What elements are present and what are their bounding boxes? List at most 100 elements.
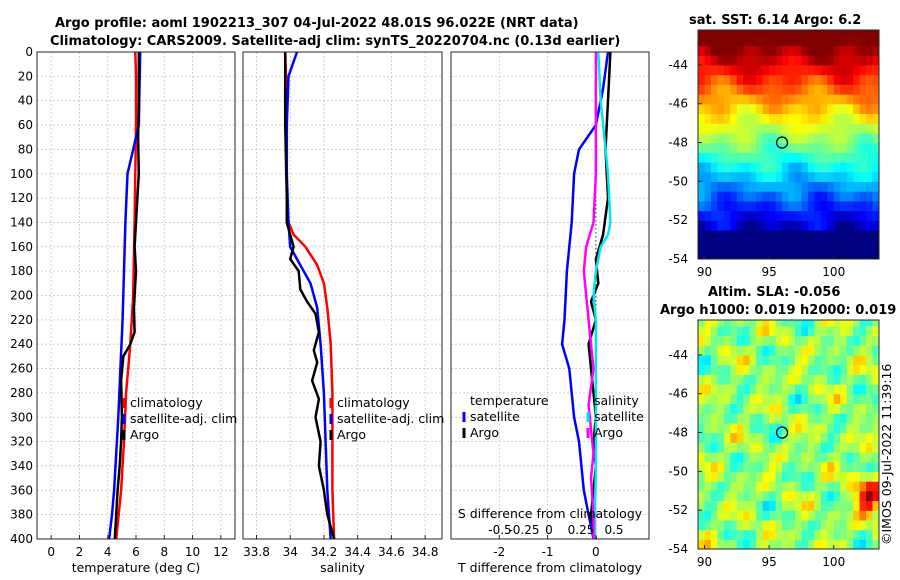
y-tick-label: 280 [10,386,33,400]
heatmap-cell [717,442,725,453]
heatmap-cell [859,422,867,434]
heatmap-cell [730,84,738,95]
heatmap-cell [801,171,809,182]
heatmap-cell [717,142,725,153]
argo-location-marker [775,136,789,149]
heatmap-cell [840,335,848,346]
heatmap-cell [827,539,835,549]
heatmap-cell [820,103,828,114]
heatmap-cell [743,500,751,511]
heatmap-cell [872,354,879,366]
heatmap-cell [698,229,706,241]
heatmap-cell [820,142,828,153]
heatmap-cell [736,442,744,453]
heatmap-cell [704,84,712,95]
legend-title-salinity: salinity [594,393,639,408]
heatmap-cell [833,529,841,540]
heatmap-cell [756,413,764,424]
heatmap-cell [743,55,751,66]
heatmap-cell [710,471,718,482]
heatmap-cell [788,123,796,134]
heatmap-cell [743,94,751,105]
heatmap-cell [853,84,861,95]
heatmap-cell [756,181,764,192]
heatmap-cell [723,413,731,424]
y-tick-label: 300 [10,410,33,424]
heatmap-cell [762,432,770,443]
heatmap-cell [717,354,725,366]
heatmap-cell [743,30,751,37]
heatmap-cell [698,461,706,472]
heatmap-cell [853,519,861,531]
heatmap-cell [801,345,809,356]
x-tick-label: 0 [47,545,55,559]
sla-map: 90 95 100 -44 -46 -48 -50 -52 -54 [668,319,880,569]
heatmap-cell [730,519,738,531]
heatmap-cell [717,181,725,192]
heatmap-cell [795,320,803,327]
heatmap-cell [749,181,757,192]
heatmap-cell [788,432,796,443]
heatmap-cell [872,519,879,531]
heatmap-cell [853,539,861,549]
heatmap-cell [769,510,777,521]
heatmap-cell [717,239,725,250]
heatmap-cell [820,442,828,453]
y-tick-label: 180 [10,264,33,278]
heatmap-cell [846,181,854,192]
heatmap-cell [762,471,770,482]
heatmap-cell [736,123,744,134]
heatmap-cell [820,364,828,375]
heatmap-cell [795,123,803,134]
heatmap-cell [749,529,757,540]
heatmap-cell [736,132,744,144]
heatmap-cell [710,64,718,76]
heatmap-cell [814,200,822,212]
heatmap-cell [710,335,718,346]
heatmap-cell [743,35,751,47]
heatmap-cell [743,413,751,424]
heatmap-cell [710,200,718,212]
heatmap-cell [853,64,861,76]
heatmap-cell [833,500,841,511]
heatmap-cell [769,74,777,85]
heatmap-cell [717,510,725,521]
heatmap-cell [698,529,706,540]
heatmap-cell [827,500,835,511]
heatmap-cell [749,74,757,85]
heatmap-cell [762,142,770,153]
heatmap-cell [827,210,835,221]
heatmap-cell [795,354,803,366]
heatmap-cell [782,413,790,424]
heatmap-cell [846,113,854,124]
heatmap-cell [723,471,731,482]
heatmap-cell [698,481,706,492]
heatmap-cell [840,45,848,56]
x-tick-label: 90 [697,265,712,279]
heatmap-cell [743,393,751,404]
heatmap-cell [795,84,803,95]
heatmap-cell [801,74,809,85]
heatmap-cell [866,403,874,414]
heatmap-cell [833,354,841,366]
heatmap-cell [717,249,725,259]
heatmap-cell [827,191,835,202]
heatmap-cell [723,500,731,511]
heatmap-cell [827,354,835,366]
heatmap-cell [723,84,731,95]
heatmap-cell [743,191,751,202]
heatmap-cell [833,94,841,105]
heatmap-cell [769,345,777,356]
heatmap-cell [820,30,828,37]
heatmap-cell [775,461,783,472]
heatmap-cell [795,30,803,37]
heatmap-cell [769,30,777,37]
heatmap-cell [859,539,867,549]
heatmap-cell [723,162,731,173]
heatmap-cell [814,74,822,85]
heatmap-cell [859,30,867,37]
heatmap-cell [853,132,861,144]
heatmap-cell [840,103,848,114]
heatmap-cell [775,220,783,231]
